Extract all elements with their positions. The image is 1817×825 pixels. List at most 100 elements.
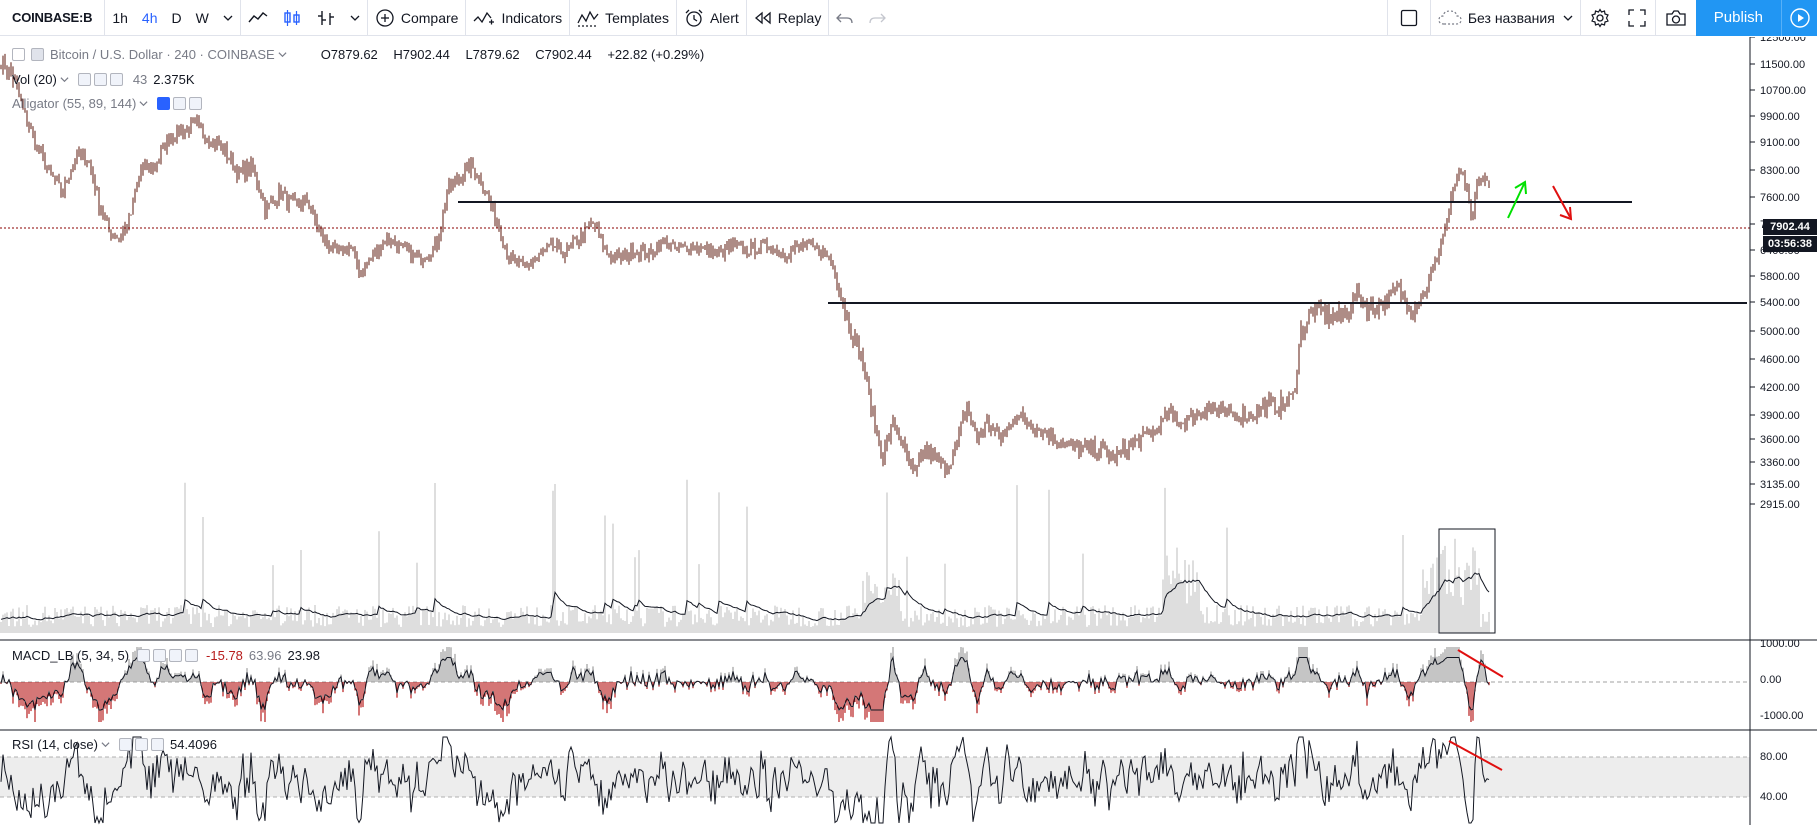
rsi-legend: RSI (14, close) 54.4096 — [12, 737, 217, 752]
main-legend: Bitcoin / U.S. Dollar · 240 · COINBASE O… — [12, 47, 704, 62]
settings-gear-icon[interactable] — [1581, 0, 1619, 36]
plus-circle-icon — [376, 8, 394, 27]
volume-legend: Vol (20) 43 2.375K — [12, 72, 194, 87]
macd-label[interactable]: MACD_LB (5, 34, 5) — [12, 648, 130, 663]
compare-button[interactable]: Compare — [368, 0, 466, 36]
fullscreen-square-icon[interactable] — [1388, 0, 1430, 36]
rsi-chevron-icon — [101, 742, 110, 748]
interval-w[interactable]: W — [195, 9, 209, 26]
indicators-button[interactable]: Indicators — [466, 0, 569, 36]
macd-legend: MACD_LB (5, 34, 5) -15.78 63.96 23.98 — [12, 648, 320, 663]
publish-button[interactable]: Publish — [1695, 0, 1781, 36]
alert-button[interactable]: Alert — [677, 0, 746, 36]
close-icon[interactable] — [189, 97, 203, 110]
toolbar-divider — [366, 0, 368, 36]
alligator-legend: Alligator (55, 89, 144) — [12, 96, 203, 111]
undo-icon[interactable] — [829, 0, 861, 36]
close-icon[interactable] — [185, 649, 199, 662]
chart-canvas[interactable]: 12500.00 11500.00 10700.00 9900.00 9100.00 83… — [0, 37, 1817, 825]
line-chart-icon[interactable] — [241, 0, 275, 36]
price-candles — [0, 53, 1490, 478]
visibility-eye-icon[interactable] — [77, 73, 91, 86]
volume-ma-line — [0, 572, 1490, 622]
indicators-label: Indicators — [501, 9, 563, 26]
volume-label[interactable]: Vol (20) — [12, 72, 57, 87]
symbol-title[interactable]: Bitcoin / U.S. Dollar · 240 · COINBASE — [50, 47, 275, 62]
toolbar-divider — [745, 0, 747, 36]
toolbar-divider — [1654, 0, 1656, 36]
symbol-chevron-icon — [278, 52, 287, 58]
rsi-axis-label: 40.00 — [1760, 791, 1788, 803]
layout-name-button[interactable]: Без названия — [1431, 0, 1580, 36]
fullscreen-expand-icon[interactable] — [1619, 0, 1655, 36]
macd-value-1: -15.78 — [206, 648, 243, 663]
macd-line — [0, 655, 1490, 712]
replay-button[interactable]: Replay — [747, 0, 829, 36]
bars-icon[interactable] — [309, 0, 343, 36]
price-axis-label: 5400.00 — [1760, 297, 1800, 309]
layout-chevron-icon — [1563, 15, 1573, 21]
chart-type-chevron-icon[interactable] — [343, 0, 367, 36]
indicators-icon — [473, 11, 495, 24]
templates-label: Templates — [605, 9, 669, 26]
cloud-icon — [1438, 9, 1462, 25]
low-value: L7879.62 — [465, 47, 520, 62]
toolbar-divider — [828, 0, 830, 36]
green-up-arrow — [1507, 180, 1527, 219]
price-axis-label: 5800.00 — [1760, 271, 1800, 283]
symbol-logo-icon — [31, 48, 44, 61]
toolbar-right: Без названия Publish — [1386, 0, 1817, 36]
alligator-label[interactable]: Alligator (55, 89, 144) — [12, 96, 137, 111]
settings-icon[interactable] — [173, 97, 187, 110]
interval-dropdown-chevron-icon[interactable] — [216, 0, 240, 36]
close-icon[interactable] — [150, 738, 164, 751]
candles-icon[interactable] — [275, 0, 309, 36]
templates-icon — [577, 10, 599, 27]
price-axis-label: 5000.00 — [1760, 326, 1800, 338]
visibility-eye-icon[interactable] — [137, 649, 151, 662]
macd-value-3: 23.98 — [287, 648, 321, 663]
rsi-label[interactable]: RSI (14, close) — [12, 737, 98, 752]
price-axis[interactable]: 12500.00 11500.00 10700.00 9900.00 9100.00 83… — [1750, 37, 1806, 511]
settings-icon[interactable] — [134, 738, 148, 751]
price-axis-label: 3600.00 — [1760, 434, 1800, 446]
macd-divergence-line — [1457, 649, 1504, 678]
rsi-axis-label: 80.00 — [1760, 751, 1788, 763]
chart-area[interactable]: 12500.00 11500.00 10700.00 9900.00 9100.00 83… — [0, 37, 1817, 825]
interval-4h[interactable]: 4h — [141, 9, 158, 26]
interval-d[interactable]: D — [171, 9, 182, 26]
toolbar-divider — [675, 0, 677, 36]
settings-icon[interactable] — [93, 73, 107, 86]
close-value: C7902.44 — [535, 47, 592, 62]
symbol-search[interactable]: COINBASE:B — [0, 0, 106, 36]
camera-snapshot-icon[interactable] — [1656, 0, 1696, 36]
toolbar-divider — [569, 0, 571, 36]
interval-1h[interactable]: 1h — [112, 9, 128, 26]
hidden-eye-icon[interactable] — [157, 97, 171, 110]
rsi-line — [0, 735, 1490, 825]
play-circle-icon[interactable] — [1781, 0, 1817, 36]
price-axis-label: 9100.00 — [1760, 137, 1800, 149]
settings-icon[interactable] — [153, 649, 167, 662]
macd-axis-label: 0.00 — [1760, 674, 1781, 686]
close-icon[interactable] — [109, 73, 123, 86]
toolbar-divider — [239, 0, 241, 36]
source-icon[interactable] — [169, 649, 183, 662]
collapse-legend-icon[interactable] — [12, 48, 25, 61]
price-axis-label: 3135.00 — [1760, 479, 1800, 491]
red-down-arrow — [1552, 185, 1573, 221]
alert-label: Alert — [709, 9, 739, 26]
macd-axis-label: 1000.00 — [1760, 638, 1800, 650]
visibility-eye-icon[interactable] — [118, 738, 132, 751]
price-axis-label: 3900.00 — [1760, 410, 1800, 422]
price-axis-label: 4600.00 — [1760, 354, 1800, 366]
redo-icon[interactable] — [861, 0, 893, 36]
toolbar-divider — [1386, 0, 1388, 36]
top-toolbar: COINBASE:B 1h 4h D W Compare Indicators … — [0, 0, 1817, 36]
volume-bars — [0, 479, 1490, 633]
templates-button[interactable]: Templates — [570, 0, 676, 36]
volume-value-b: 2.375K — [153, 72, 195, 87]
macd-axis-label: -1000.00 — [1760, 710, 1803, 722]
ohlc-values: O7879.62 H7902.44 L7879.62 C7902.44 +22.… — [309, 47, 704, 62]
price-axis-label: 12500.00 — [1760, 37, 1806, 44]
